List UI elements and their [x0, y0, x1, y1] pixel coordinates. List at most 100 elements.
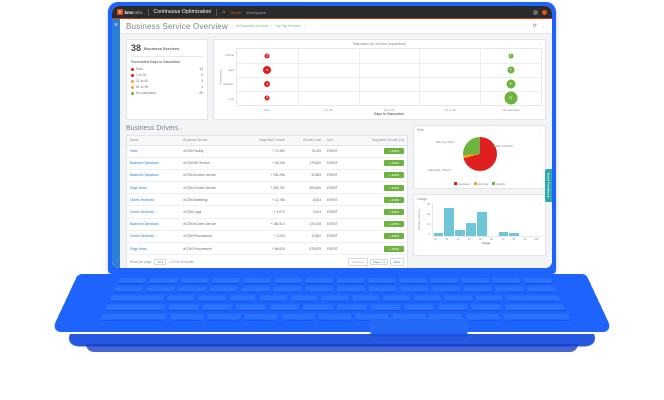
scatter-bubble[interactable]: 2	[264, 53, 270, 59]
cell-name[interactable]: Visits	[126, 145, 181, 158]
pie-legend-item[interactable]: Saturated	[453, 182, 470, 186]
home-icon[interactable]: ⌂	[222, 9, 226, 15]
kpi-header: 38 Business Services	[131, 44, 203, 57]
pie-shape	[462, 136, 497, 171]
keyboard-key	[318, 313, 352, 320]
user-avatar-icon[interactable]	[542, 9, 547, 15]
hamburger-menu-icon[interactable]: ☰	[114, 22, 118, 27]
table-row[interactable]: Orders Received eCOM Procurement + 2,234 12…	[126, 230, 408, 244]
gear-icon[interactable]	[533, 9, 538, 15]
table-column-header[interactable]: Growth Limit	[287, 135, 324, 146]
more-vertical-icon[interactable]: ⋮	[538, 201, 542, 207]
cell-name[interactable]: Backend Operations	[126, 218, 181, 231]
scatter-plot-area[interactable]: 2 5 3 2 2 4 6 11	[236, 48, 542, 106]
cell-name[interactable]: Page Views	[126, 242, 181, 256]
cell-supported-growth: + 2,234	[239, 230, 288, 244]
cell-name[interactable]: Orders Received	[126, 205, 181, 219]
next-page-button[interactable]: Next	[389, 257, 404, 266]
cell-name[interactable]: Orders Received	[126, 230, 181, 244]
scatter-title: Saturation by Service Importance	[352, 42, 407, 46]
pie-label-healthy: Healthy 26%(10)	[492, 143, 513, 148]
more-vertical-icon[interactable]: ⋮	[538, 132, 542, 138]
feedback-tab[interactable]: Need Feedback	[545, 169, 552, 202]
keyboard-key	[242, 278, 271, 284]
cell-supported-growth: + 72,480	[239, 145, 288, 158]
nav-link-home[interactable]: Home	[230, 9, 242, 15]
refresh-icon[interactable]: ⟳	[532, 23, 537, 29]
bmc-helix-logo[interactable]: b bmchelix	[117, 9, 143, 15]
cell-service: eCOM Facility	[180, 145, 240, 158]
usage-bar[interactable]	[444, 208, 455, 236]
table-row[interactable]: Backend Operations eCOM eCodes Service + 1…	[126, 218, 408, 231]
status-badge: + 233%	[384, 160, 404, 167]
keyboard-key	[504, 304, 566, 310]
cell-supported-growth: + 254,752	[239, 181, 288, 195]
cell-name[interactable]: Backend Operations	[126, 169, 181, 183]
keyboard-key	[337, 278, 365, 284]
logo-text: bmchelix	[124, 9, 143, 15]
cell-name[interactable]: Page Views	[126, 181, 181, 195]
risk-pie-chart[interactable]: Warning 3%(1) Healthy 26%(10) Saturated …	[414, 132, 545, 188]
table-column-header[interactable]: Supported Growth	[239, 135, 288, 146]
cell-service: eCOM Procurement	[180, 230, 240, 244]
more-vertical-icon[interactable]: ⋮	[538, 42, 542, 47]
page-select[interactable]: Page 1 ▾	[369, 258, 388, 265]
scatter-bubble[interactable]: 6	[506, 79, 516, 89]
usage-bar[interactable]	[466, 223, 476, 236]
cell-name[interactable]: Backend Operations	[126, 157, 181, 170]
scatter-bubble[interactable]: 2	[508, 53, 514, 59]
keyboard-key	[368, 286, 397, 292]
business-services-label: Business Services	[144, 46, 180, 51]
cell-name[interactable]: Orders Received	[126, 193, 181, 207]
cell-service: eCOM eCodes Service	[180, 181, 240, 195]
usage-bar[interactable]	[476, 212, 487, 236]
previous-page-button[interactable]: Previous	[348, 257, 368, 266]
table-body: Visits eCOM Facility + 72,480 76,020 EVENT + …	[126, 145, 408, 256]
table-column-header[interactable]: Business Service	[180, 135, 240, 146]
usage-bar[interactable]	[433, 233, 444, 236]
pie-legend-item[interactable]: Healthy	[491, 182, 505, 186]
usage-bar[interactable]	[455, 230, 466, 236]
keyboard-key	[370, 304, 401, 310]
more-vertical-icon[interactable]: ⋮	[541, 23, 546, 29]
kpi-legend-list: Now 12 1 to 30 4 31 to 60 1 61 to 90 1 No satura…	[131, 66, 203, 96]
cell-supported-growth-pct: + 300%	[349, 242, 408, 256]
usage-bar[interactable]	[509, 233, 520, 236]
business-drivers-table[interactable]: Name Business Service Supported Growth Grow…	[126, 134, 408, 256]
scatter-bubble[interactable]: 11	[504, 91, 518, 105]
breadcrumb-item-0[interactable]: All Business Services	[235, 24, 269, 28]
table-column-header[interactable]: Name	[126, 135, 181, 146]
breadcrumb-item-1[interactable]: Top Tag Services	[275, 24, 301, 28]
table-column-header[interactable]: Supported Growth (%)	[349, 135, 408, 146]
keyboard-key	[413, 295, 442, 301]
topbar-divider	[147, 8, 149, 16]
usage-panel: Usage ⋮ Business Services 30 20 10 0	[413, 193, 546, 256]
details-row: Business Drivers i Name Business Service S…	[120, 120, 552, 268]
table-row[interactable]: Backend Operations eCOM MS Service + 53,10…	[126, 157, 408, 170]
nav-link-workspace[interactable]: Workspace	[246, 9, 267, 15]
breadcrumb-divider-1: |	[231, 24, 233, 28]
table-row[interactable]: Orders Received eCOM Legal + 4,074 9,614 EVE…	[126, 205, 408, 219]
results-count: 1-10 of 44 results	[169, 259, 194, 264]
usage-histogram[interactable]: Business Services 30 20 10 0 10 20 30 40 50 60 70…	[414, 201, 545, 255]
cell-growth-limit: 170,034	[287, 218, 324, 231]
scatter-bubble[interactable]: 2	[264, 95, 270, 101]
table-row[interactable]: Visits eCOM Facility + 72,480 76,020 EVENT + …	[126, 145, 408, 158]
scatter-bubble[interactable]: 3	[264, 81, 271, 87]
rows-per-page-select[interactable]: 10 ▾	[154, 258, 167, 265]
table-row[interactable]: Backend Operations eCOM eCodes Service + 2…	[126, 169, 408, 183]
pie-legend-item[interactable]: Warning	[473, 182, 488, 186]
cell-supported-growth-pct: + 240%	[349, 193, 408, 207]
scatter-bubble[interactable]: 5	[263, 66, 272, 74]
cell-growth-limit: 505,606	[287, 181, 324, 195]
usage-bar[interactable]	[498, 232, 509, 236]
scatter-bubble[interactable]: 4	[507, 66, 515, 74]
table-row[interactable]: Page Views eCOM Procurement + 66,628 578,87…	[126, 242, 408, 256]
cell-supported-growth: + 4,074	[239, 205, 288, 219]
cell-supported-growth: + 294,296	[239, 169, 288, 183]
table-row[interactable]: Orders Received eCOM Marketing + 12,786 8,8…	[126, 193, 408, 207]
table-row[interactable]: Page Views eCOM eCodes Service + 254,752 50…	[126, 181, 408, 195]
table-column-header[interactable]: Unit	[323, 135, 350, 146]
keyboard-key	[117, 278, 147, 284]
left-nav-rail[interactable]: ☰	[112, 19, 120, 268]
